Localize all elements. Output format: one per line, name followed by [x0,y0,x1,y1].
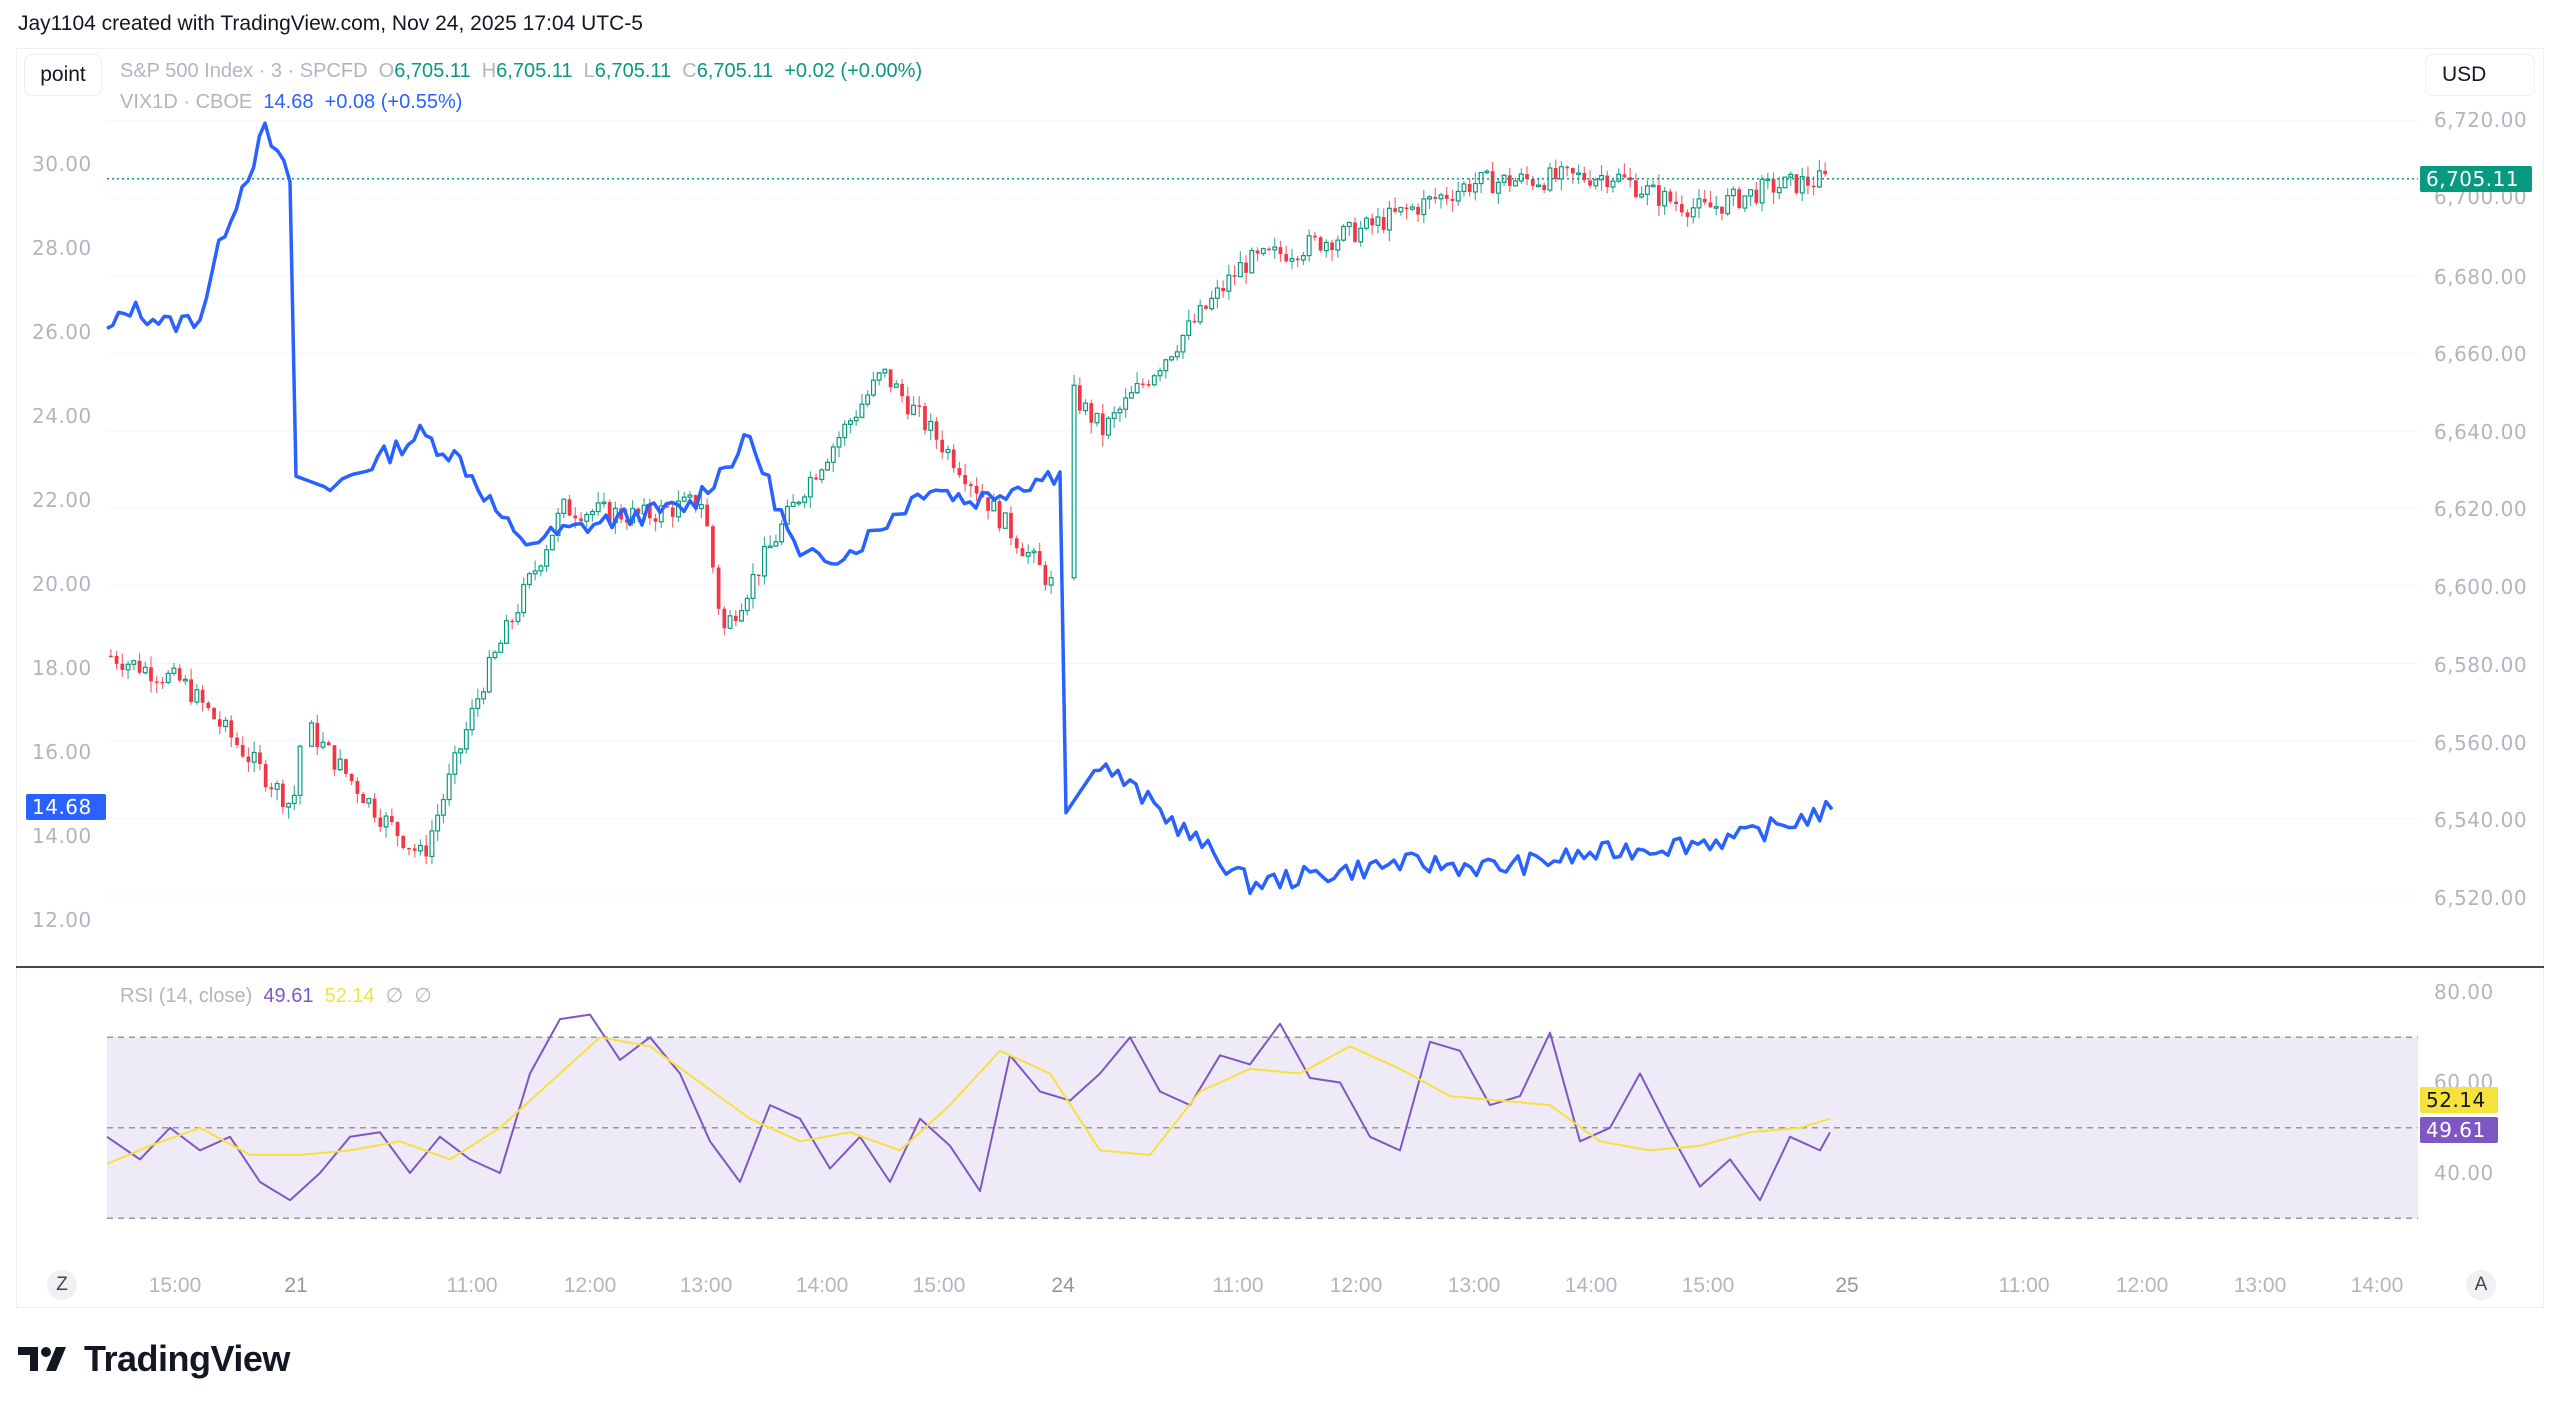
chart-credit: Jay1104 created with TradingView.com, No… [18,12,643,35]
left-axis-label: 18.00 [32,656,92,680]
high-label: H [481,60,497,82]
auto-scale-button[interactable]: A [2466,1270,2496,1300]
low-value: 6,705.11 [594,60,672,82]
chart-frame [16,48,2544,1308]
left-axis-label: 26.00 [32,320,92,344]
time-axis-label: 15:00 [148,1274,202,1297]
time-axis-label: 15:00 [1681,1274,1735,1297]
right-axis-label: 6,640.00 [2434,420,2528,444]
left-axis-label: 22.00 [32,488,92,512]
time-axis-label: 13:00 [1447,1274,1501,1297]
time-axis-label: 12:00 [563,1274,617,1297]
time-axis-label: 15:00 [912,1274,966,1297]
left-axis-label: 12.00 [32,908,92,932]
right-axis-label: 6,540.00 [2434,808,2528,832]
currency-button[interactable]: USD [2425,54,2535,96]
rsi-value: 49.61 [263,985,314,1007]
overlay-legend: VIX1D · CBOE 14.68 +0.08 (+0.55%) [120,91,462,114]
overlay-value: 14.68 [263,91,314,113]
zoom-reset-button[interactable]: Z [47,1270,77,1300]
left-axis-label: 14.00 [32,824,92,848]
rsi-empty-2: ∅ [414,985,432,1007]
price-last-value-tag: 6,705.11 [2420,166,2532,192]
pane-separator[interactable] [16,966,2544,968]
time-axis-label: 21 [284,1274,308,1297]
time-axis-label: 12:00 [1329,1274,1383,1297]
vix-last-value-tag: 14.68 [26,794,106,820]
right-axis-label: 6,520.00 [2434,886,2528,910]
tradingview-logo-icon [18,1347,66,1371]
rsi-ma-value: 52.14 [324,985,375,1007]
left-axis-label: 20.00 [32,572,92,596]
change-value: +0.02 (+0.00%) [784,60,923,82]
right-axis-label: 6,560.00 [2434,731,2528,755]
time-axis-label: 11:00 [1998,1274,2050,1297]
open-value: 6,705.11 [394,60,471,82]
rsi-tag: 49.61 [2420,1117,2498,1143]
time-axis-label: 14:00 [795,1274,849,1297]
time-axis-label: 11:00 [446,1274,498,1297]
rsi-title[interactable]: RSI (14, close) [120,985,253,1007]
time-axis-label: 14:00 [2350,1274,2404,1297]
time-axis-label: 24 [1051,1274,1075,1297]
left-axis-label: 28.00 [32,236,92,260]
time-axis-label: 14:00 [1564,1274,1618,1297]
tradingview-logo-text: TradingView [84,1338,290,1379]
low-label: L [583,60,595,82]
rsi-axis-label: 80.00 [2434,980,2494,1004]
point-button[interactable]: point [24,54,102,96]
tradingview-logo[interactable]: TradingView [18,1338,290,1380]
overlay-symbol[interactable]: VIX1D · CBOE [120,91,253,113]
rsi-empty-1: ∅ [385,985,404,1007]
high-value: 6,705.11 [496,60,573,82]
left-axis-label: 24.00 [32,404,92,428]
right-axis-label: 6,620.00 [2434,497,2528,521]
right-axis-label: 6,720.00 [2434,108,2528,132]
left-axis-label: 30.00 [32,152,92,176]
time-axis-label: 13:00 [2233,1274,2287,1297]
right-axis-label: 6,600.00 [2434,575,2528,599]
right-axis-label: 6,680.00 [2434,265,2528,289]
rsi-ma-tag: 52.14 [2420,1087,2498,1113]
time-axis-label: 25 [1835,1274,1859,1297]
main-symbol[interactable]: S&P 500 Index · 3 · SPCFD [120,60,368,82]
time-axis-label: 11:00 [1212,1274,1264,1297]
time-axis-label: 13:00 [679,1274,733,1297]
right-axis-label: 6,580.00 [2434,653,2528,677]
main-series-legend: S&P 500 Index · 3 · SPCFD O6,705.11 H6,7… [120,60,922,83]
close-label: C [682,60,697,82]
time-axis-label: 12:00 [2115,1274,2169,1297]
rsi-axis-label: 40.00 [2434,1161,2494,1185]
open-label: O [378,60,395,82]
left-axis-label: 16.00 [32,740,92,764]
close-value: 6,705.11 [696,60,774,82]
right-axis-label: 6,660.00 [2434,342,2528,366]
rsi-legend: RSI (14, close) 49.61 52.14 ∅ ∅ [120,983,432,1008]
overlay-change: +0.08 (+0.55%) [324,91,463,113]
